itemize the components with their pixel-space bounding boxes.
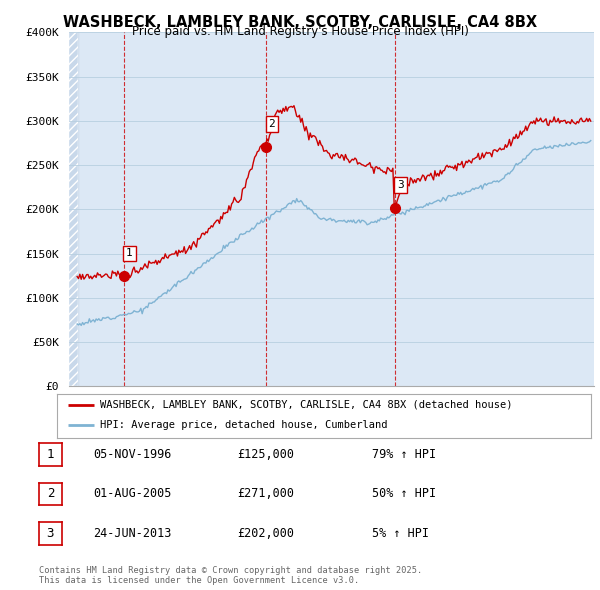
Text: 2: 2 bbox=[268, 119, 275, 129]
Text: £125,000: £125,000 bbox=[237, 448, 294, 461]
Text: 24-JUN-2013: 24-JUN-2013 bbox=[93, 527, 172, 540]
Text: 2: 2 bbox=[47, 487, 54, 500]
Text: £202,000: £202,000 bbox=[237, 527, 294, 540]
Text: £271,000: £271,000 bbox=[237, 487, 294, 500]
Text: 1: 1 bbox=[47, 448, 54, 461]
Text: WASHBECK, LAMBLEY BANK, SCOTBY, CARLISLE, CA4 8BX: WASHBECK, LAMBLEY BANK, SCOTBY, CARLISLE… bbox=[63, 15, 537, 30]
Text: 3: 3 bbox=[397, 180, 404, 190]
Text: Contains HM Land Registry data © Crown copyright and database right 2025.
This d: Contains HM Land Registry data © Crown c… bbox=[39, 566, 422, 585]
Bar bbox=[69, 32, 79, 386]
Text: 3: 3 bbox=[47, 527, 54, 540]
Text: 50% ↑ HPI: 50% ↑ HPI bbox=[372, 487, 436, 500]
Text: 1: 1 bbox=[126, 248, 133, 258]
Bar bbox=[69, 32, 79, 386]
Text: Price paid vs. HM Land Registry's House Price Index (HPI): Price paid vs. HM Land Registry's House … bbox=[131, 25, 469, 38]
Text: 01-AUG-2005: 01-AUG-2005 bbox=[93, 487, 172, 500]
Text: 05-NOV-1996: 05-NOV-1996 bbox=[93, 448, 172, 461]
Text: WASHBECK, LAMBLEY BANK, SCOTBY, CARLISLE, CA4 8BX (detached house): WASHBECK, LAMBLEY BANK, SCOTBY, CARLISLE… bbox=[100, 399, 512, 409]
Text: HPI: Average price, detached house, Cumberland: HPI: Average price, detached house, Cumb… bbox=[100, 421, 387, 430]
Text: 5% ↑ HPI: 5% ↑ HPI bbox=[372, 527, 429, 540]
Text: 79% ↑ HPI: 79% ↑ HPI bbox=[372, 448, 436, 461]
